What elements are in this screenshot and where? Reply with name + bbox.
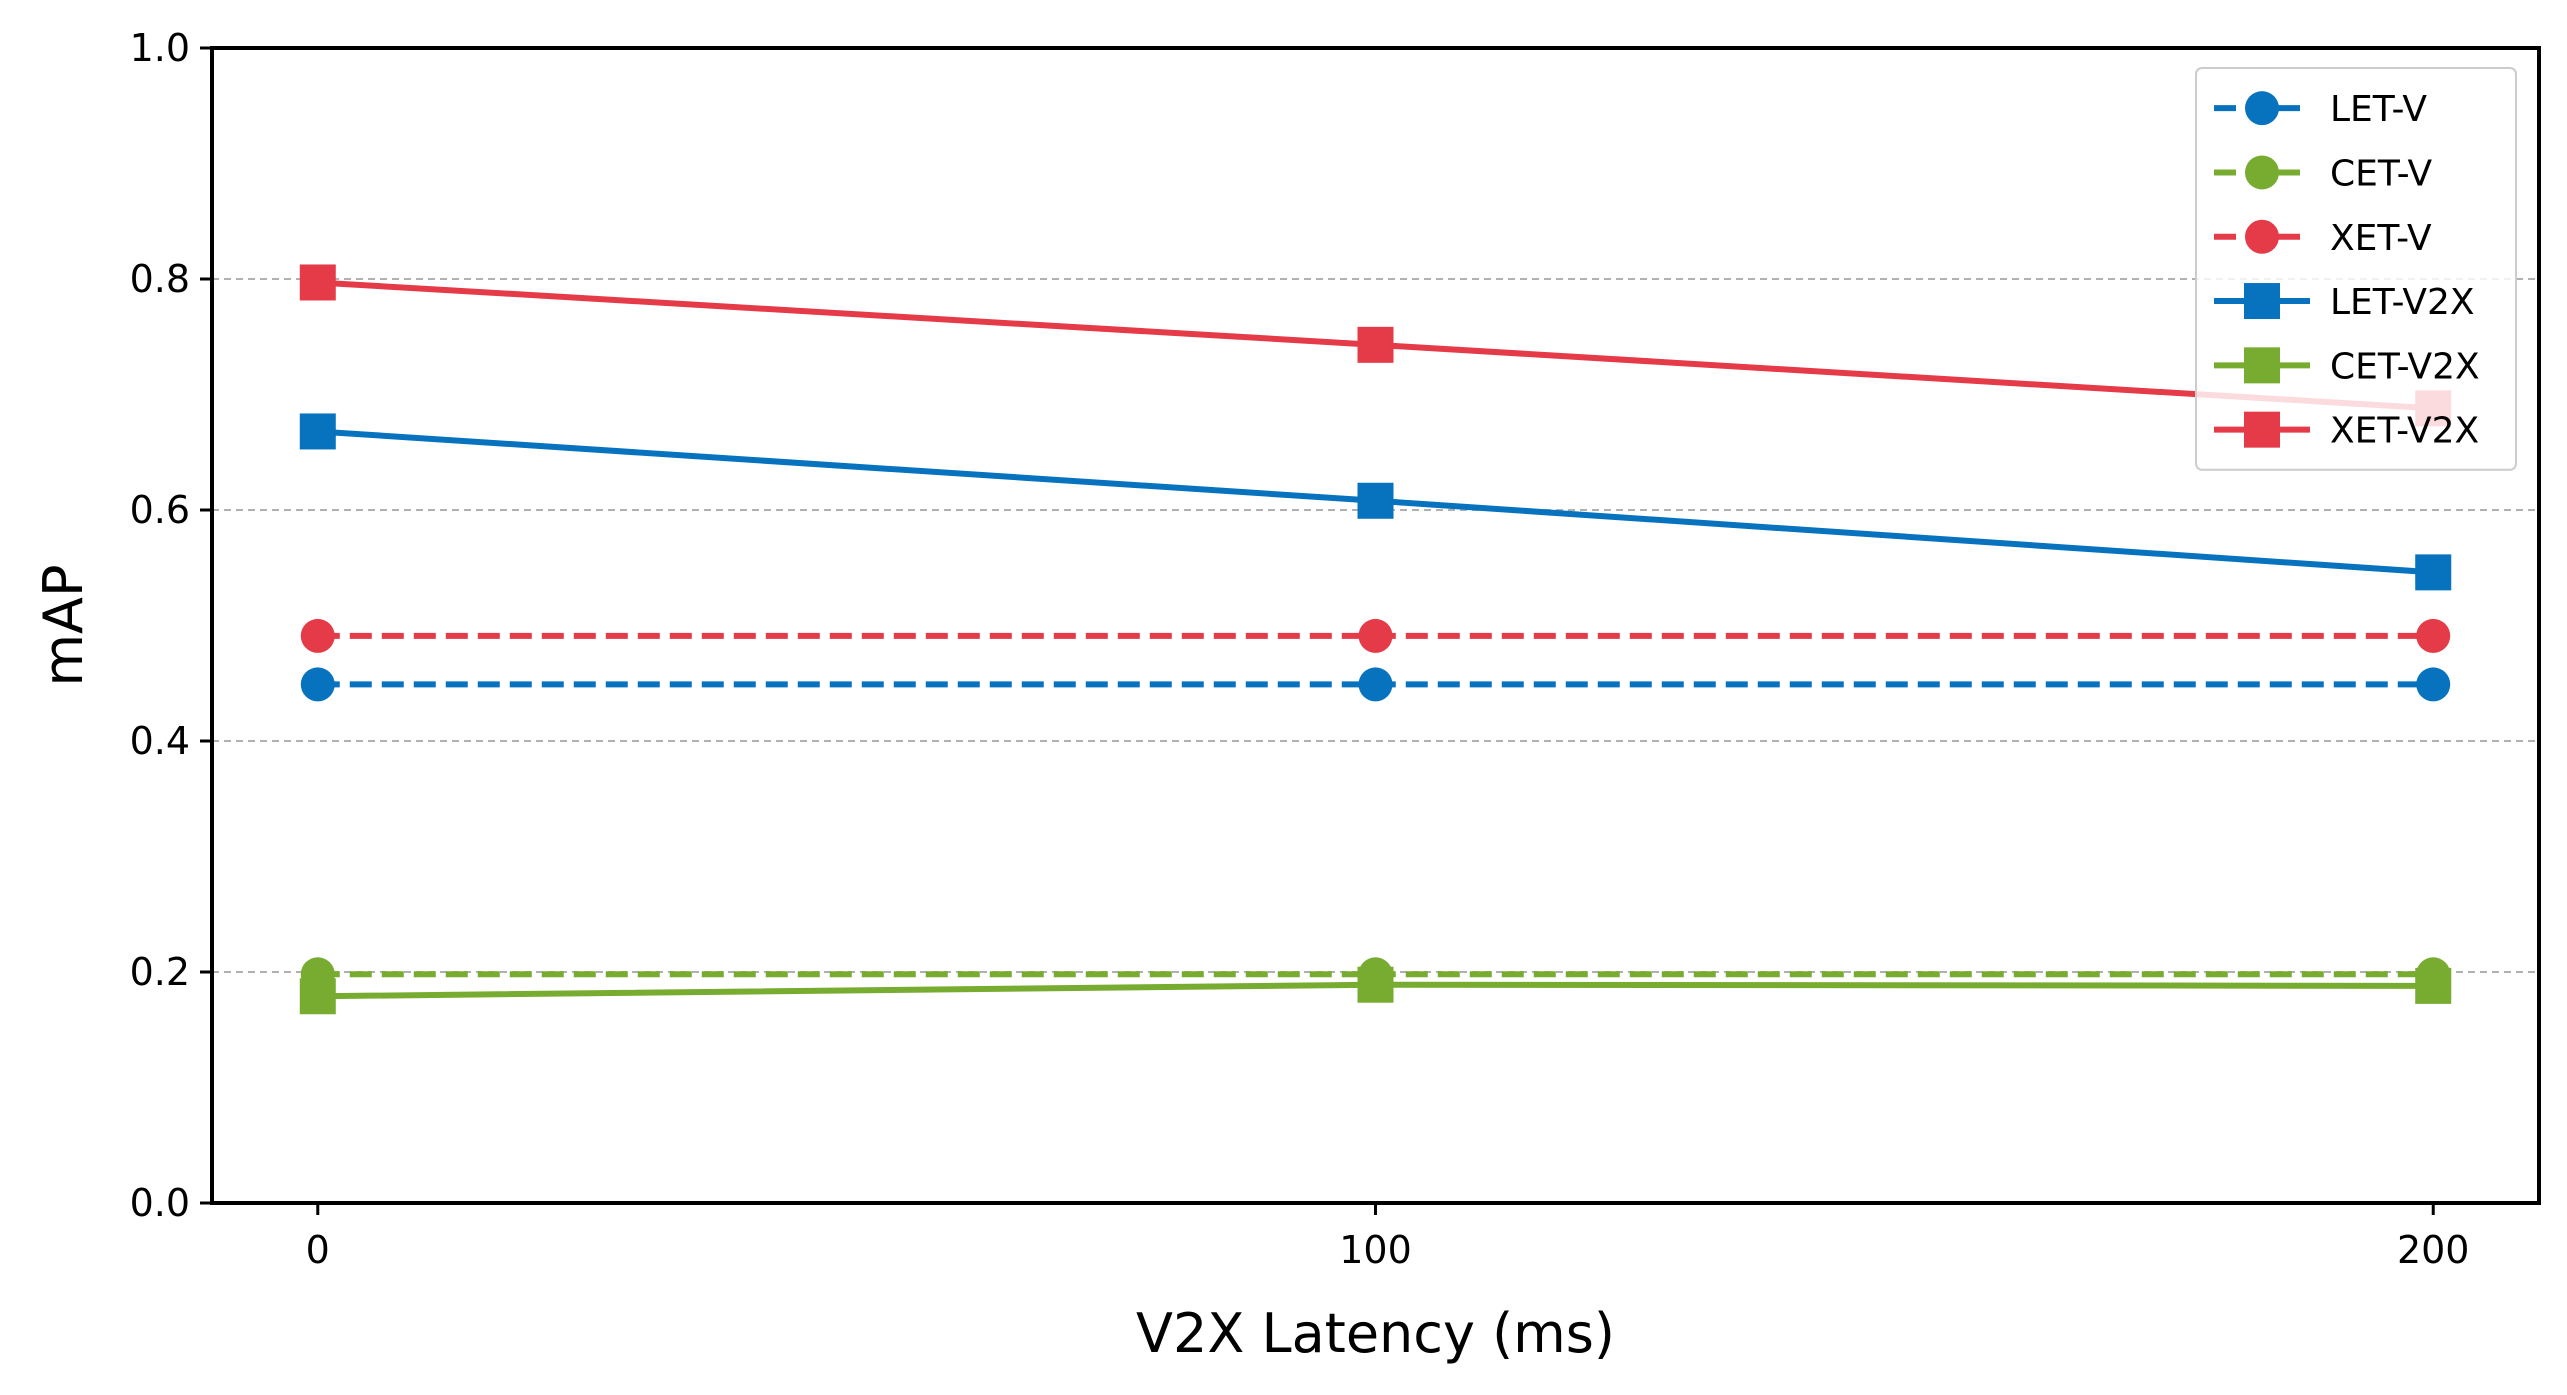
y-tick-label: 0.6	[130, 488, 190, 532]
y-tick-label: 0.2	[130, 950, 190, 994]
legend-entry: CET-V2X	[2214, 346, 2480, 387]
y-tick-label: 0.4	[130, 719, 190, 763]
data-point	[2244, 411, 2280, 448]
axis-ticks: 0.0 0.2 0.4 0.6 0.8 1.0 0 100 200	[130, 26, 2470, 1272]
data-point	[1357, 326, 1394, 363]
data-point	[299, 978, 336, 1015]
data-point	[2244, 283, 2280, 320]
legend-entry: CET-V	[2214, 153, 2432, 194]
grid-lines	[212, 278, 2539, 973]
data-point	[2415, 967, 2452, 1004]
y-axis-label: mAP	[32, 564, 95, 686]
data-point	[300, 618, 335, 653]
y-tick-label: 0.0	[130, 1181, 190, 1225]
legend-label: CET-V2X	[2330, 346, 2480, 387]
data-point	[300, 667, 335, 702]
x-tick-label: 200	[2397, 1228, 2470, 1272]
data-point	[2245, 91, 2279, 126]
data-point	[2244, 347, 2280, 384]
data-point	[2416, 618, 2451, 653]
legend-entry: XET-V	[2214, 218, 2432, 259]
data-point	[1358, 618, 1393, 653]
legend-entry: LET-V	[2214, 89, 2427, 130]
x-tick-label: 0	[306, 1228, 330, 1272]
legend-entry: XET-V2X	[2214, 411, 2479, 452]
data-point	[2245, 219, 2279, 254]
series-let-v2x	[299, 413, 2452, 591]
data-point	[1358, 667, 1393, 702]
x-axis-label: V2X Latency (ms)	[1136, 1302, 1615, 1365]
legend: LET-V CET-V XET-V LET-V2X CET-V2X XET-V2X	[2195, 67, 2517, 471]
data-point	[2416, 667, 2451, 702]
legend-label: LET-V2X	[2330, 282, 2475, 323]
legend-label: CET-V	[2330, 153, 2432, 194]
plot-series	[299, 264, 2452, 1015]
y-tick-label: 1.0	[130, 26, 190, 70]
series-xet-v	[300, 618, 2451, 653]
series-xet-v2x	[299, 264, 2452, 427]
series-cet-v2x	[299, 966, 2452, 1015]
data-point	[2245, 155, 2279, 190]
y-tick-label: 0.8	[130, 257, 190, 301]
data-point	[299, 413, 336, 450]
data-point	[299, 264, 336, 301]
data-point	[1357, 482, 1394, 519]
series-let-v	[300, 667, 2451, 702]
data-point	[2415, 554, 2452, 591]
x-tick-label: 100	[1339, 1228, 1412, 1272]
legend-label: XET-V	[2330, 218, 2432, 259]
legend-label: XET-V2X	[2330, 411, 2479, 452]
legend-label: LET-V	[2330, 89, 2427, 130]
data-point	[1357, 966, 1394, 1003]
legend-entry: LET-V2X	[2214, 282, 2475, 323]
